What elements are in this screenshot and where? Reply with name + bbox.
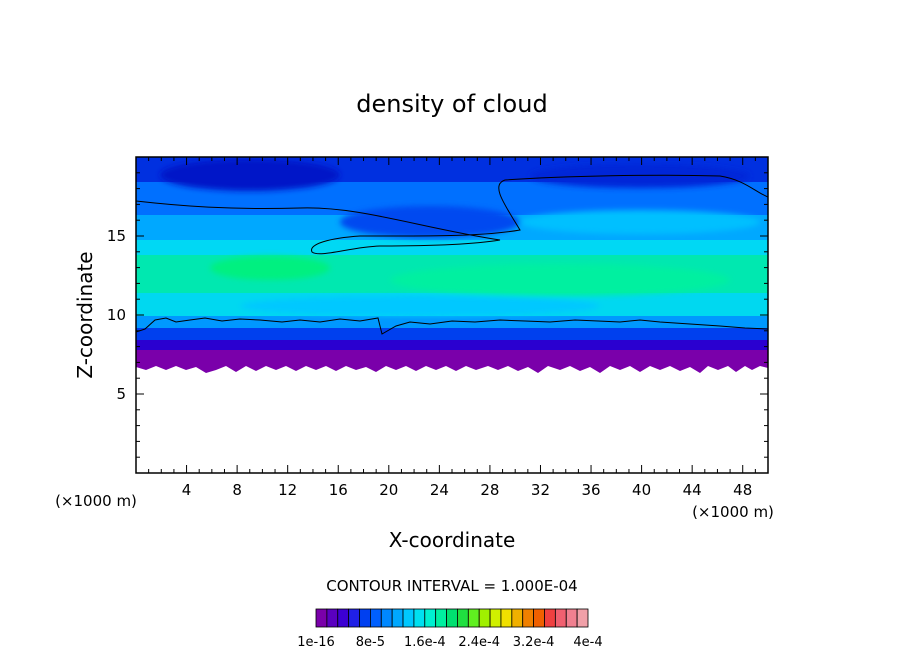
colorbar-swatch	[435, 608, 447, 628]
lower-cyan-blob	[240, 296, 600, 316]
contour-line-upper	[136, 174, 768, 255]
x-tick-label: 12	[278, 481, 297, 499]
colorbar-swatch	[554, 608, 567, 628]
colorbar-label: 8e-5	[356, 635, 385, 650]
x-tick-label: 40	[632, 481, 651, 499]
colorbar-label: 2.4e-4	[458, 635, 500, 650]
x-axis-title: X-coordinate	[389, 528, 516, 552]
colorbar-swatch	[326, 608, 339, 628]
band-lower	[136, 316, 768, 330]
colorbar-label: 3.2e-4	[513, 635, 555, 650]
colorbar-swatch	[457, 608, 469, 628]
cloud-base-purple	[136, 350, 768, 373]
dark-blob-topright	[530, 164, 750, 188]
colorbar-swatch	[489, 608, 502, 628]
x-tick-label: 44	[683, 481, 702, 499]
x-tick-label: 20	[379, 481, 398, 499]
colorbar-swatch	[402, 608, 415, 628]
colorbar-swatch	[424, 608, 437, 628]
colorbar-swatch	[522, 608, 534, 628]
colorbar-label: 1e-16	[297, 635, 335, 650]
upper-cyan-blob	[520, 210, 760, 234]
colorbar-swatch	[500, 608, 513, 628]
colorbar-label: 4e-4	[573, 635, 602, 650]
y-axis: 5 10 15	[107, 172, 768, 458]
core-blob-left	[210, 256, 330, 280]
x-tick-label: 32	[531, 481, 550, 499]
colorbar-swatch	[315, 608, 328, 628]
colorbar-swatch	[391, 608, 404, 628]
colorbar-swatch	[446, 608, 458, 628]
x-unit-label-left: (×1000 m)	[55, 492, 137, 510]
colorbar-label: 1.6e-4	[404, 635, 446, 650]
y-tick-label: 10	[107, 306, 126, 324]
colorbar-swatch	[576, 608, 589, 628]
colorbar-swatch	[337, 608, 350, 628]
chart-title: density of cloud	[356, 90, 547, 118]
colorbar-swatch	[511, 608, 524, 628]
colorbar-swatch	[565, 608, 578, 628]
x-tick-label: 16	[329, 481, 348, 499]
x-unit-label-right: (×1000 m)	[692, 503, 774, 521]
colorbar-swatch	[533, 608, 545, 628]
x-tick-label: 4	[182, 481, 192, 499]
x-tick-label: 48	[733, 481, 752, 499]
x-axis: 4 8 12 16 20 24 28 32 36 40 44 48	[148, 157, 756, 499]
core-blob-right	[390, 264, 730, 296]
x-tick-label: 24	[430, 481, 449, 499]
y-tick-label: 5	[116, 385, 126, 403]
colorbar-swatch	[348, 608, 360, 628]
colorbar-swatch	[478, 608, 491, 628]
contour-interval-label: CONTOUR INTERVAL = 1.000E-04	[326, 577, 577, 595]
colorbar	[315, 608, 589, 628]
colorbar-labels: 1e-16 8e-5 1.6e-4 2.4e-4 3.2e-4 4e-4	[297, 635, 602, 650]
colorbar-swatch	[369, 608, 382, 628]
colorbar-swatch	[467, 608, 480, 628]
x-tick-label: 8	[232, 481, 242, 499]
contour-line-lower	[136, 317, 768, 335]
band-base-blue	[136, 328, 768, 342]
band-base-indigo	[136, 340, 768, 352]
y-tick-label: 15	[107, 227, 126, 245]
plot-area	[136, 157, 768, 473]
dip-blob	[340, 206, 520, 238]
x-tick-label: 36	[581, 481, 600, 499]
colorbar-swatch	[544, 608, 556, 628]
colorbar-swatch	[413, 608, 426, 628]
y-axis-title: Z-coordinate	[73, 251, 97, 378]
colorbar-swatch	[380, 608, 393, 628]
colorbar-swatch	[359, 608, 371, 628]
dark-blob-topleft	[160, 159, 340, 191]
x-tick-label: 28	[480, 481, 499, 499]
